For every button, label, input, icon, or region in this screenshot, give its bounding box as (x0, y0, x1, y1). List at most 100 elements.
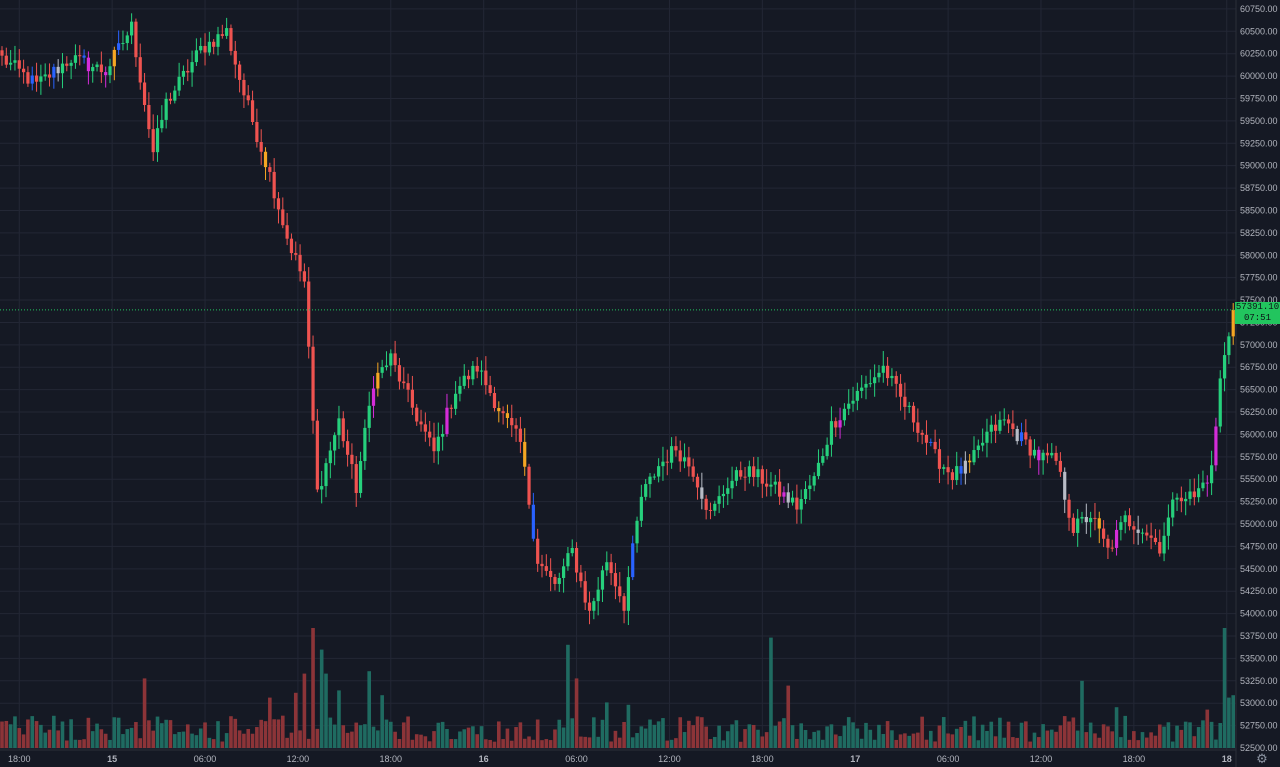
candle-body[interactable] (488, 385, 492, 394)
candle-body[interactable] (825, 444, 829, 457)
candle-body[interactable] (1050, 452, 1054, 456)
candle-body[interactable] (255, 122, 259, 143)
candle-body[interactable] (142, 82, 147, 106)
candle-body[interactable] (868, 383, 872, 385)
candle-body[interactable] (1110, 547, 1114, 549)
candle-body[interactable] (43, 74, 47, 77)
candle-body[interactable] (670, 446, 674, 463)
candle-body[interactable] (294, 253, 298, 255)
candle-body[interactable] (177, 76, 181, 91)
candle-body[interactable] (510, 417, 514, 426)
candle-body[interactable] (1179, 497, 1183, 502)
candle-body[interactable] (1054, 452, 1058, 461)
candle-body[interactable] (104, 72, 108, 76)
candle-body[interactable] (799, 498, 803, 510)
candle-body[interactable] (333, 435, 337, 451)
candle-body[interactable] (842, 408, 846, 421)
candle-body[interactable] (911, 405, 916, 423)
candle-body[interactable] (1037, 449, 1041, 461)
candle-body[interactable] (592, 601, 596, 611)
candle-body[interactable] (30, 75, 34, 84)
candle-body[interactable] (225, 28, 229, 36)
candle-body[interactable] (1222, 355, 1227, 379)
candle-body[interactable] (570, 547, 574, 554)
candle-body[interactable] (17, 60, 21, 69)
candle-body[interactable] (778, 481, 782, 497)
candle-body[interactable] (212, 41, 216, 47)
candle-body[interactable] (873, 377, 877, 384)
candle-body[interactable] (168, 98, 173, 101)
candle-body[interactable] (1166, 517, 1170, 536)
candle-body[interactable] (397, 365, 402, 382)
candle-body[interactable] (717, 496, 721, 504)
candle-body[interactable] (346, 441, 350, 455)
candle-body[interactable] (549, 570, 553, 578)
candle-body[interactable] (1192, 491, 1196, 498)
candle-body[interactable] (52, 66, 56, 78)
candle-body[interactable] (972, 450, 976, 463)
candle-body[interactable] (497, 408, 501, 412)
candle-body[interactable] (1119, 522, 1123, 530)
candle-body[interactable] (307, 281, 311, 347)
candle-body[interactable] (682, 457, 687, 462)
candle-body[interactable] (566, 553, 570, 567)
candle-body[interactable] (1058, 460, 1062, 472)
candle-body[interactable] (1218, 378, 1222, 427)
candle-body[interactable] (773, 481, 777, 485)
candle-body[interactable] (376, 372, 380, 389)
candle-body[interactable] (1153, 537, 1158, 543)
candle-body[interactable] (1127, 515, 1132, 527)
candle-body[interactable] (272, 171, 276, 199)
candle-body[interactable] (1006, 419, 1011, 424)
candle-body[interactable] (86, 57, 90, 72)
candle-body[interactable] (471, 365, 475, 380)
candle-body[interactable] (1089, 517, 1093, 523)
candle-body[interactable] (22, 68, 26, 73)
candle-body[interactable] (419, 421, 423, 425)
candle-body[interactable] (203, 45, 207, 53)
candle-body[interactable] (350, 454, 354, 465)
candle-body[interactable] (341, 418, 345, 442)
candle-body[interactable] (950, 472, 954, 481)
candle-body[interactable] (445, 407, 449, 434)
candle-body[interactable] (242, 79, 246, 96)
candle-body[interactable] (838, 420, 842, 428)
candle-body[interactable] (583, 581, 587, 603)
candle-body[interactable] (816, 462, 821, 477)
candle-body[interactable] (540, 563, 544, 567)
candle-body[interactable] (1084, 516, 1088, 523)
candle-body[interactable] (644, 484, 648, 497)
candle-body[interactable] (1063, 471, 1067, 500)
candle-body[interactable] (708, 509, 713, 511)
candle-body[interactable] (933, 441, 937, 450)
candle-body[interactable] (238, 64, 242, 80)
candle-body[interactable] (851, 400, 855, 404)
time-axis[interactable]: 18:00 15 06:00 12:00 18:00 16 06:00 12:00 18:00 1… (8, 754, 1232, 764)
candle-body[interactable] (687, 457, 691, 467)
candle-body[interactable] (1071, 517, 1075, 533)
candle-body[interactable] (1002, 419, 1006, 421)
candle-body[interactable] (1140, 532, 1145, 534)
candle-body[interactable] (821, 456, 825, 463)
candle-body[interactable] (998, 419, 1002, 431)
candle-body[interactable] (626, 577, 630, 611)
candle-body[interactable] (216, 34, 220, 47)
candle-body[interactable] (605, 562, 609, 571)
candle-body[interactable] (0, 50, 4, 56)
candle-body[interactable] (1214, 426, 1218, 466)
candle-body[interactable] (298, 254, 302, 272)
candle-body[interactable] (808, 485, 812, 490)
candle-body[interactable] (406, 383, 410, 390)
candle-body[interactable] (4, 55, 8, 65)
candle-body[interactable] (462, 375, 466, 386)
candle-body[interactable] (276, 198, 281, 210)
candle-body[interactable] (384, 365, 389, 368)
candle-body[interactable] (600, 570, 605, 590)
candle-body[interactable] (847, 403, 851, 409)
candle-body[interactable] (531, 504, 535, 539)
candle-body[interactable] (56, 66, 60, 74)
candle-body[interactable] (220, 34, 224, 36)
candle-body[interactable] (281, 209, 285, 226)
candle-body[interactable] (898, 383, 903, 397)
candle-body[interactable] (782, 492, 786, 497)
